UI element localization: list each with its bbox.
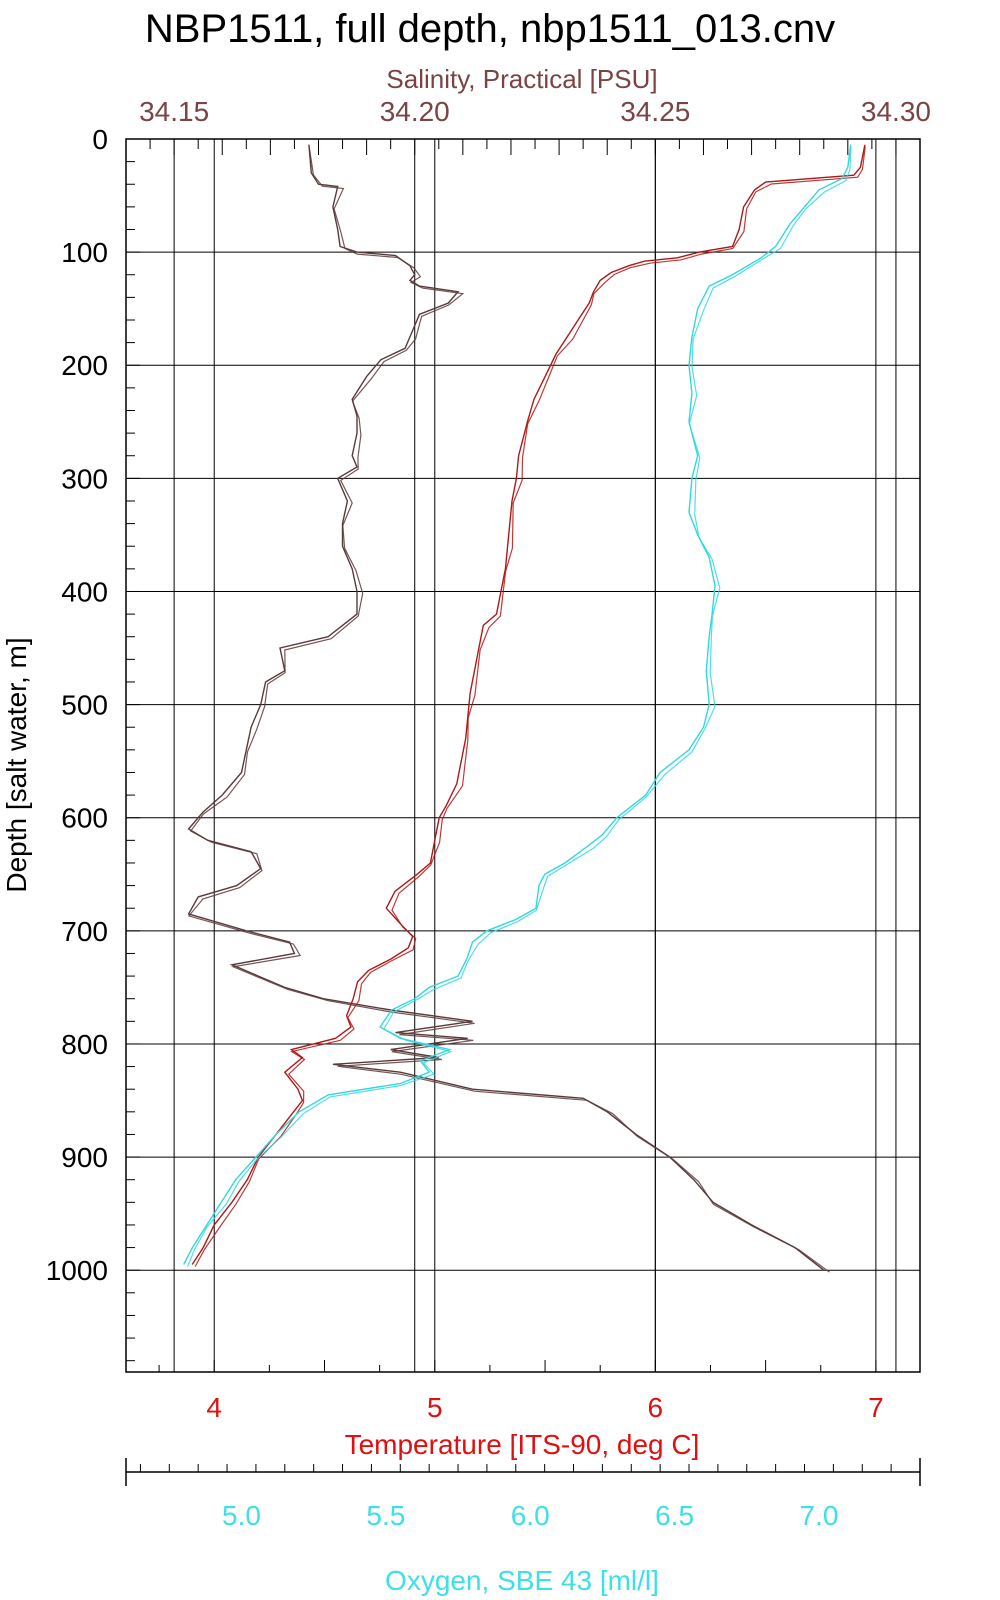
temperature-tick-label-4: 4 <box>206 1392 222 1423</box>
depth-tick-label-600: 600 <box>61 803 108 834</box>
plot-frame <box>125 138 921 1373</box>
depth-tick-label-800: 800 <box>61 1029 108 1060</box>
temperature-tick-label-5: 5 <box>427 1392 443 1423</box>
temperature-series-line <box>191 144 866 1265</box>
temperature-tick-label-6: 6 <box>648 1392 664 1423</box>
oxygen-tick-label-7.0: 7.0 <box>799 1500 838 1531</box>
depth-tick-label-400: 400 <box>61 576 108 607</box>
axis-ticks <box>125 138 921 1486</box>
oxygen-tick-label-6.5: 6.5 <box>655 1500 694 1531</box>
depth-tick-label-100: 100 <box>61 237 108 268</box>
depth-tick-label-0: 0 <box>92 124 108 155</box>
oxygen-series-line-second-cast <box>187 146 852 1267</box>
depth-tick-label-700: 700 <box>61 916 108 947</box>
salinity-tick-label-34.30: 34.30 <box>861 96 931 127</box>
chart-series <box>183 144 866 1273</box>
chart-title: NBP1511, full depth, nbp1511_013.cnv <box>145 7 835 51</box>
oxygen-tick-label-5.5: 5.5 <box>366 1500 405 1531</box>
oxygen-tick-label-6.0: 6.0 <box>511 1500 550 1531</box>
salinity-tick-label-34.20: 34.20 <box>380 96 450 127</box>
oxygen-axis-label: Oxygen, SBE 43 [ml/l] <box>385 1565 659 1596</box>
temperature-axis-label: Temperature [ITS-90, deg C] <box>345 1429 700 1460</box>
axis-tick-labels: 0 100 200 300 400 500 600 700 800 900 1000 4 5 6 7 34.1… <box>46 96 931 1531</box>
depth-tick-label-1000: 1000 <box>46 1255 108 1286</box>
salinity-tick-label-34.15: 34.15 <box>139 96 209 127</box>
salinity-axis-label: Salinity, Practical [PSU] <box>386 64 657 94</box>
salinity-tick-label-34.25: 34.25 <box>620 96 690 127</box>
depth-tick-label-900: 900 <box>61 1142 108 1173</box>
depth-axis-label: Depth [salt water, m] <box>1 637 32 892</box>
depth-tick-label-500: 500 <box>61 690 108 721</box>
oxygen-tick-label-5.0: 5.0 <box>222 1500 261 1531</box>
depth-tick-label-200: 200 <box>61 350 108 381</box>
temperature-series-line-second-cast <box>194 146 866 1267</box>
depth-tick-label-300: 300 <box>61 463 108 494</box>
temperature-tick-label-7: 7 <box>868 1392 884 1423</box>
chart-grid <box>126 138 920 1372</box>
oxygen-series-line <box>183 144 852 1265</box>
